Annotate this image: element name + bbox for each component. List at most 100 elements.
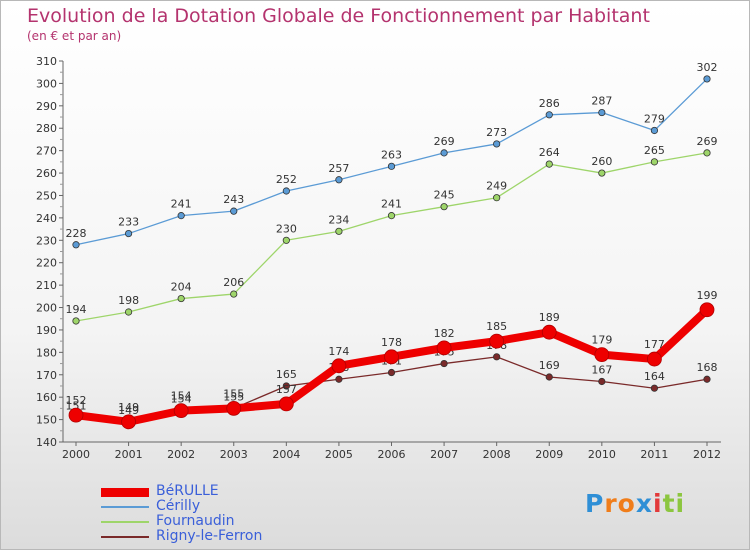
y-tick-label: 300: [36, 77, 57, 90]
logo-letter: o: [617, 489, 636, 518]
data-point-cerilly: [282, 187, 290, 195]
data-point-cerilly: [72, 241, 80, 249]
data-label-cerilly: 273: [486, 126, 507, 139]
legend-label: Rigny-le-Ferron: [156, 528, 263, 544]
legend-swatch: [101, 536, 149, 538]
data-label-berulle: 155: [223, 387, 244, 400]
data-label-fournaudin: 245: [434, 189, 455, 202]
data-point-fournaudin: [493, 194, 501, 202]
legend-swatch: [101, 521, 149, 523]
data-label-berulle: 199: [697, 289, 718, 302]
data-label-fournaudin: 194: [66, 303, 87, 316]
data-label-cerilly: 286: [539, 97, 560, 110]
legend-label: Cérilly: [156, 498, 201, 514]
data-label-cerilly: 302: [697, 61, 718, 74]
data-point-cerilly: [230, 207, 238, 215]
data-point-fournaudin: [545, 160, 553, 168]
data-point-fournaudin: [598, 169, 606, 177]
data-point-cerilly: [124, 229, 133, 238]
y-tick-label: 160: [36, 391, 57, 404]
data-label-fournaudin: 204: [171, 281, 192, 294]
x-tick-label: 2004: [272, 448, 300, 461]
y-tick-label: 190: [36, 324, 57, 337]
data-point-cerilly: [703, 75, 711, 83]
data-label-berulle: 152: [66, 394, 87, 407]
data-label-berulle: 154: [171, 390, 192, 403]
data-label-berulle: 177: [644, 338, 665, 351]
data-label-fournaudin: 249: [486, 180, 507, 193]
logo-letter: t: [662, 489, 676, 518]
data-label-cerilly: 233: [118, 216, 139, 229]
data-label-berulle: 185: [486, 320, 507, 333]
y-tick-label: 250: [36, 189, 57, 202]
y-tick-label: 180: [36, 346, 57, 359]
x-tick-label: 2007: [430, 448, 458, 461]
data-label-cerilly: 257: [328, 162, 349, 175]
series-line-fournaudin: [75, 152, 708, 322]
series-line-cerilly: [75, 78, 708, 246]
data-point-cerilly: [598, 108, 606, 117]
data-point-fournaudin: [387, 212, 396, 220]
x-tick-label: 2002: [167, 448, 195, 461]
data-label-berulle: 189: [539, 311, 560, 324]
data-label-fournaudin: 269: [697, 135, 718, 148]
y-tick-label: 280: [36, 122, 57, 135]
y-tick-label: 140: [36, 436, 57, 449]
data-point-rigny-le-ferron: [598, 377, 606, 386]
y-tick-label: 220: [36, 257, 57, 270]
data-point-fournaudin: [177, 294, 185, 303]
data-point-berulle: [68, 407, 84, 423]
data-point-berulle: [594, 347, 610, 362]
data-label-cerilly: 252: [276, 173, 297, 186]
data-label-cerilly: 241: [171, 198, 192, 211]
legend-swatch: [101, 506, 149, 508]
data-point-rigny-le-ferron: [493, 353, 501, 361]
data-point-cerilly: [650, 126, 659, 135]
data-label-cerilly: 287: [591, 95, 612, 108]
data-point-berulle: [226, 400, 242, 416]
data-label-berulle: 174: [328, 345, 349, 358]
chart-title: Evolution de la Dotation Globale de Fonc…: [27, 5, 650, 27]
data-point-rigny-le-ferron: [440, 359, 448, 368]
data-label-rigny-le-ferron: 155: [223, 390, 244, 403]
data-point-cerilly: [335, 176, 343, 184]
data-label-fournaudin: 260: [591, 155, 612, 168]
data-label-cerilly: 269: [434, 135, 455, 148]
data-label-fournaudin: 230: [276, 222, 297, 235]
data-point-cerilly: [545, 111, 553, 119]
data-point-berulle: [331, 358, 347, 374]
y-tick-label: 230: [36, 234, 57, 247]
data-point-cerilly: [493, 140, 501, 148]
logo-letter: P: [585, 489, 605, 518]
logo-letter: x: [635, 489, 653, 518]
chart-subtitle: (en € et par an): [27, 29, 122, 43]
data-point-rigny-le-ferron: [545, 373, 553, 381]
data-label-rigny-le-ferron: 154: [171, 393, 192, 406]
x-tick-label: 2006: [378, 448, 406, 461]
data-label-rigny-le-ferron: 151: [66, 399, 87, 412]
data-label-fournaudin: 241: [381, 198, 402, 211]
data-point-rigny-le-ferron: [335, 375, 343, 383]
x-tick-label: 2011: [640, 448, 668, 461]
data-point-cerilly: [440, 149, 448, 157]
data-point-cerilly: [387, 162, 396, 170]
data-label-fournaudin: 234: [328, 213, 349, 226]
data-label-cerilly: 279: [644, 112, 665, 125]
data-point-cerilly: [177, 212, 185, 220]
data-label-fournaudin: 206: [223, 276, 244, 289]
data-label-rigny-le-ferron: 167: [591, 363, 612, 376]
data-label-fournaudin: 264: [539, 146, 560, 159]
x-tick-label: 2010: [588, 448, 616, 461]
data-label-cerilly: 228: [66, 227, 87, 240]
logo-letter: i: [653, 489, 663, 518]
data-point-fournaudin: [335, 227, 343, 235]
y-tick-label: 200: [36, 302, 57, 315]
data-point-fournaudin: [282, 236, 290, 244]
x-tick-label: 2001: [115, 448, 143, 461]
y-tick-label: 240: [36, 212, 57, 225]
data-label-cerilly: 263: [381, 148, 402, 161]
data-point-fournaudin: [703, 149, 711, 157]
data-label-rigny-le-ferron: 164: [644, 370, 665, 383]
data-point-rigny-le-ferron: [282, 382, 290, 390]
